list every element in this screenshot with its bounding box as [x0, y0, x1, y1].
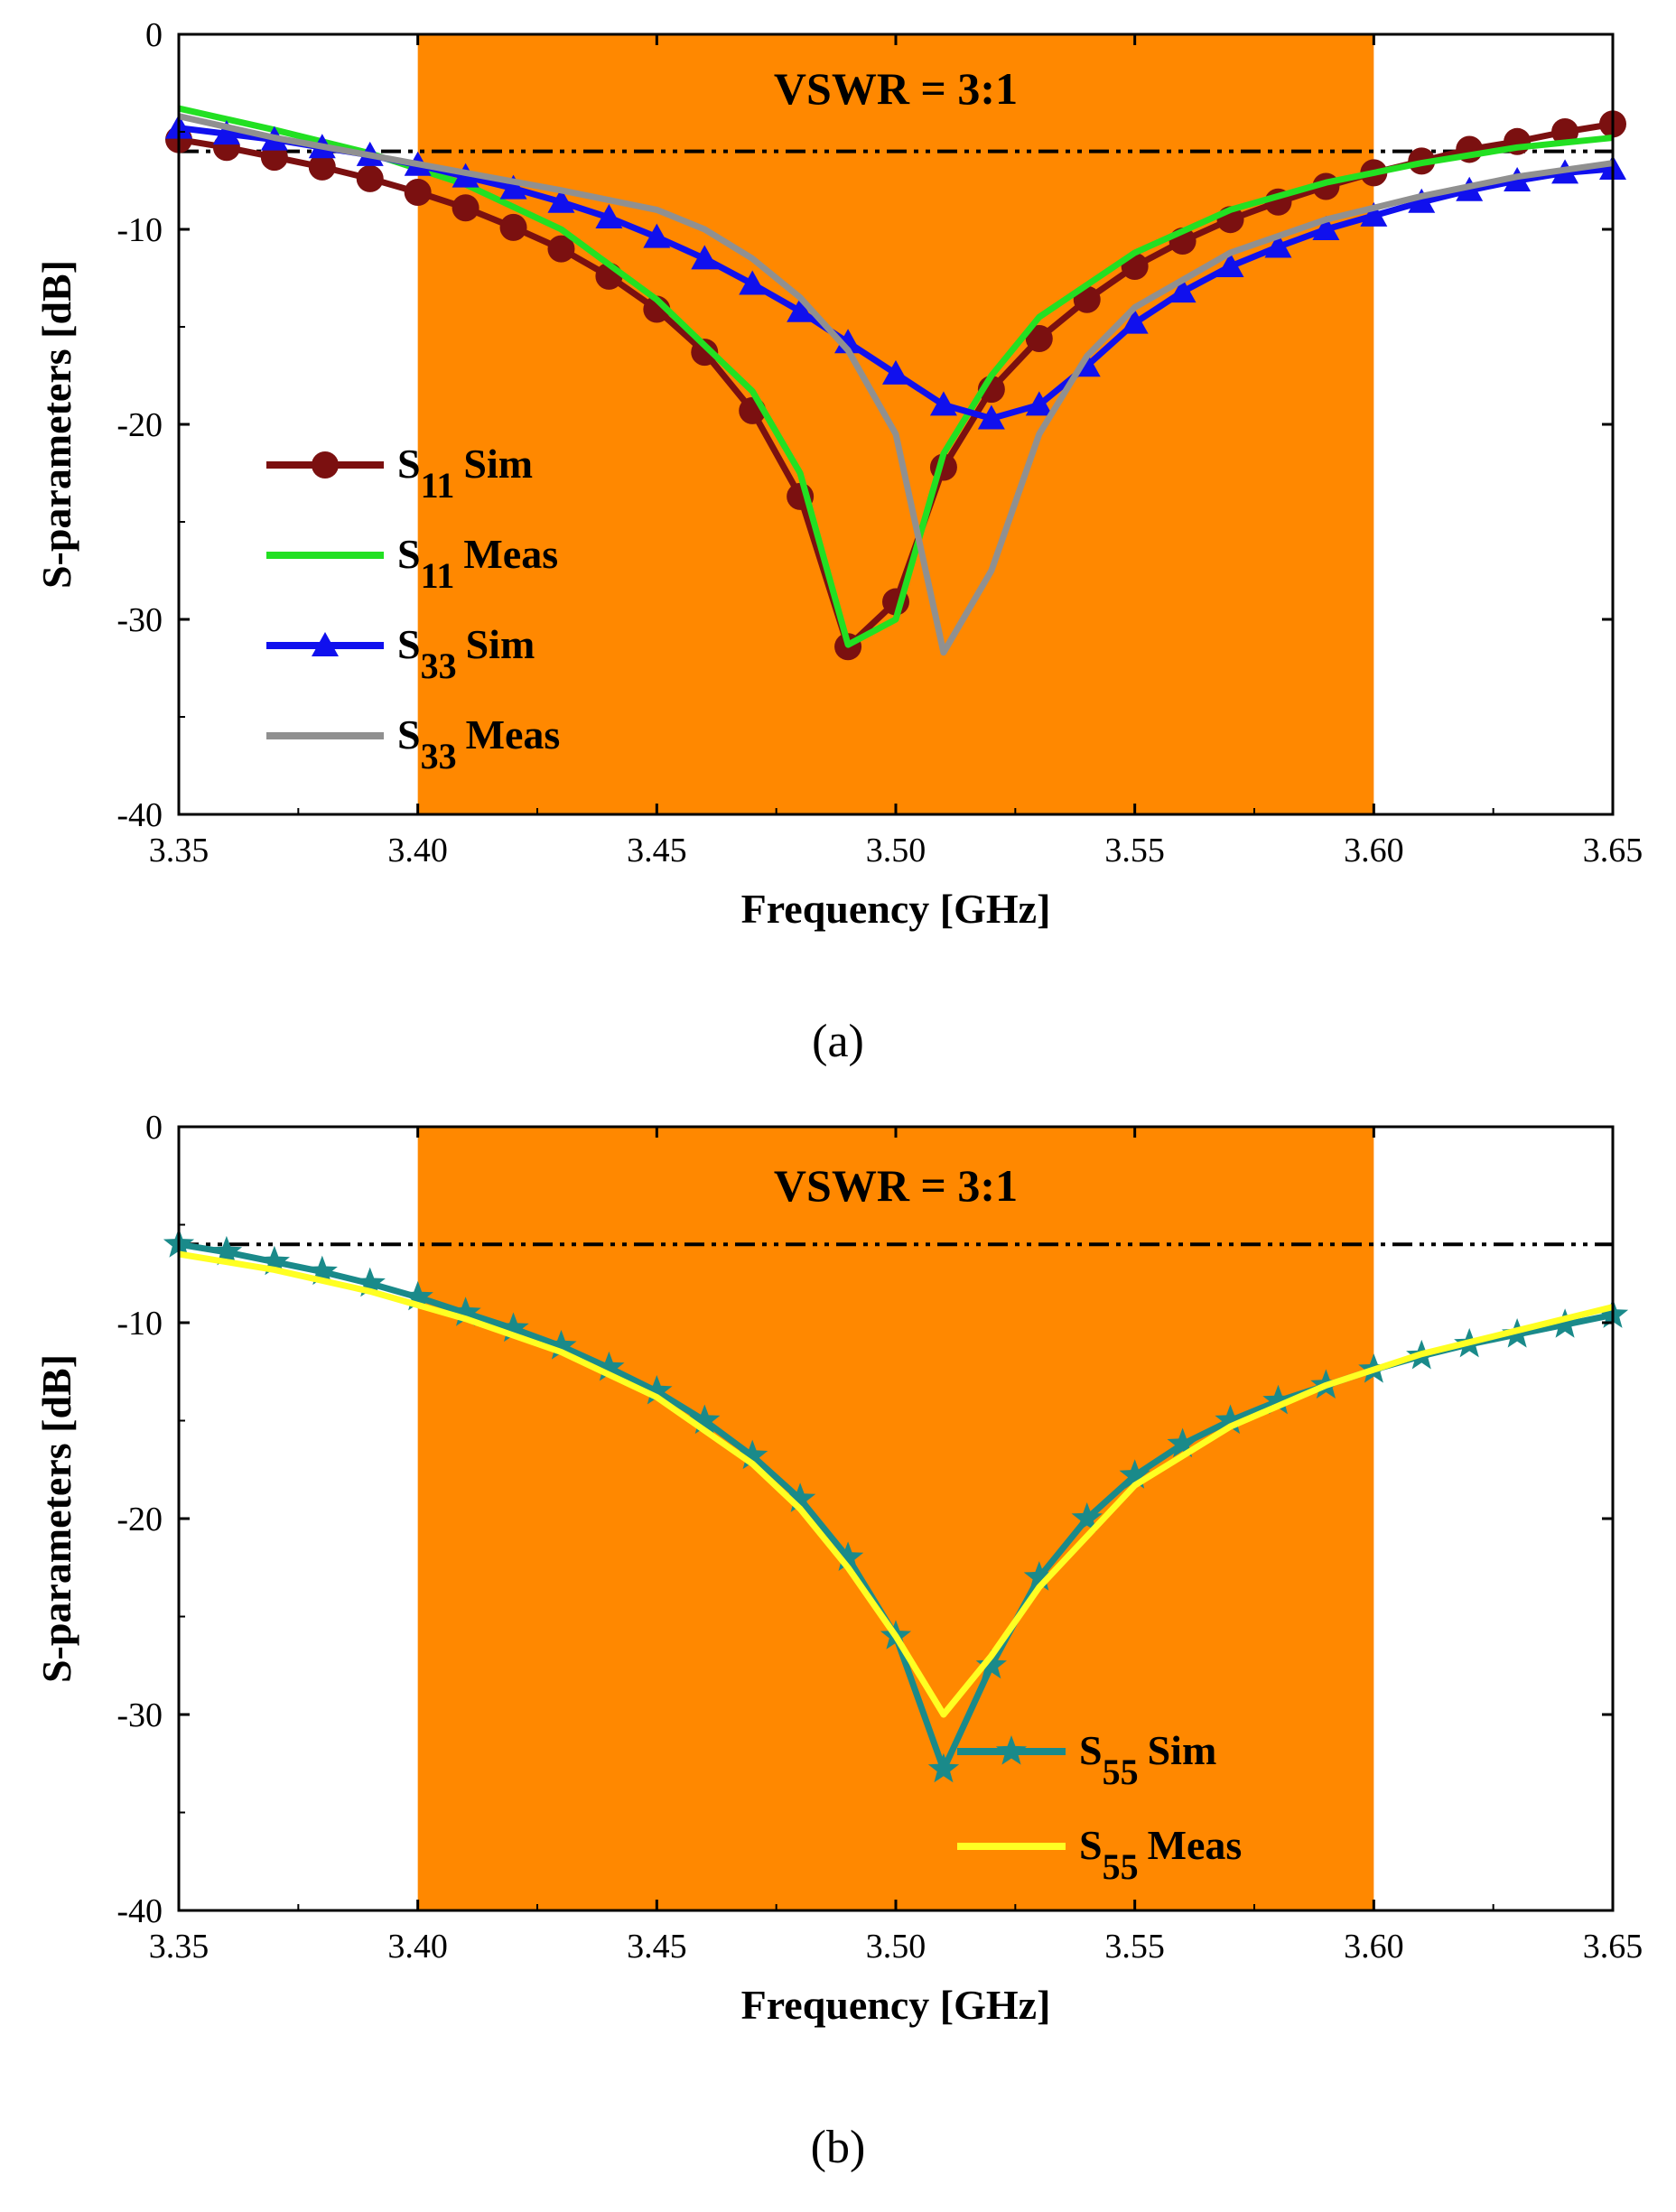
data-point-s55-sim	[402, 1280, 433, 1311]
data-point-s33-sim	[643, 223, 671, 248]
x-tick-label: 3.65	[1583, 832, 1643, 869]
y-tick-label: -10	[116, 211, 163, 249]
data-point-s33-sim	[1408, 188, 1436, 213]
y-tick-label: -20	[116, 406, 163, 444]
y-axis-label: S-parameters [dB]	[33, 260, 79, 589]
data-point-s33-sim	[595, 204, 623, 229]
data-point-s55-sim	[1071, 1502, 1103, 1532]
panel-label: (a)	[812, 1016, 864, 1067]
data-point-s33-sim	[691, 245, 719, 270]
data-point-s33-sim	[1264, 233, 1292, 258]
data-point-s11-sim	[499, 213, 527, 241]
x-tick-label: 3.65	[1583, 1928, 1643, 1966]
data-point-s11-sim	[308, 153, 336, 181]
data-point-s55-sim	[210, 1235, 243, 1266]
x-tick-label: 3.60	[1344, 1928, 1404, 1966]
data-point-s55-sim	[1215, 1404, 1246, 1435]
y-tick-label: 0	[145, 16, 163, 54]
vswr-label: VSWR = 3:1	[774, 1160, 1018, 1211]
legend-entry: S55 Sim	[1079, 1727, 1216, 1792]
data-point-s33-sim	[929, 391, 957, 416]
data-point-s55-sim	[785, 1482, 816, 1512]
x-tick-label: 3.50	[866, 832, 926, 869]
data-point-s55-sim	[1119, 1459, 1150, 1489]
chart-panel-b: VSWR = 3:1 3.35 3.40 3.45 3.50 3.55 3.60 3.65 0 -…	[33, 1109, 1643, 2173]
x-tick-label: 3.60	[1344, 832, 1404, 869]
data-point-s55-sim	[689, 1404, 721, 1435]
data-point-s55-sim	[927, 1752, 960, 1783]
data-point-s33-sim	[499, 174, 527, 200]
data-point-s11-sim	[1025, 324, 1053, 352]
x-tick-label: 3.35	[149, 832, 210, 869]
data-point-s55-sim	[354, 1267, 386, 1297]
data-point-s33-sim	[1121, 309, 1149, 334]
x-axis-label: Frequency [GHz]	[741, 1982, 1051, 2028]
series-line-s55-meas	[178, 1250, 1614, 1718]
data-point-s55-sim	[1023, 1561, 1055, 1591]
y-tick-label: -40	[116, 796, 163, 834]
data-point-s11-sim	[404, 178, 432, 206]
data-point-s33-sim	[1216, 253, 1244, 278]
chart-panel-a: VSWR = 3:1 3.35 3.40 3.45 3.50 3.55 3.60 3.65 0 -…	[33, 16, 1643, 1067]
data-point-s55-sim	[1549, 1308, 1581, 1338]
data-point-s11-sim	[452, 194, 480, 222]
data-point-s55-sim	[1167, 1427, 1198, 1458]
y-tick-label: -20	[116, 1501, 163, 1538]
frequency-band	[417, 34, 1374, 814]
data-point-s55-sim	[832, 1541, 864, 1571]
x-tick-label: 3.40	[387, 832, 448, 869]
data-point-s33-sim	[212, 120, 240, 145]
data-point-s55-sim	[593, 1351, 625, 1381]
x-tick-label: 3.55	[1104, 1928, 1165, 1966]
data-point-s55-sim	[450, 1297, 481, 1326]
data-point-s55-sim	[498, 1312, 529, 1343]
data-point-s33-sim	[882, 359, 909, 385]
x-tick-label: 3.40	[387, 1928, 448, 1966]
data-point-s11-sim	[547, 235, 575, 263]
data-point-s33-sim	[547, 188, 575, 213]
x-tick-label: 3.50	[866, 1928, 926, 1966]
data-point-s55-sim	[258, 1245, 290, 1276]
data-point-s11-sim	[1551, 118, 1579, 145]
data-point-s55-sim	[1262, 1384, 1294, 1415]
data-point-s55-sim	[641, 1375, 673, 1405]
x-tick-label: 3.45	[627, 832, 687, 869]
data-point-s55-sim	[975, 1649, 1007, 1679]
legend-marker	[312, 632, 339, 656]
data-point-s33-sim	[739, 270, 767, 295]
vswr-label: VSWR = 3:1	[774, 63, 1018, 114]
series-line-s33-meas	[178, 113, 1614, 656]
data-point-s33-sim	[1312, 216, 1340, 240]
legend-entry: S11 Sim	[397, 441, 533, 506]
legend-entry: S11 Meas	[397, 531, 558, 596]
data-point-s55-sim	[737, 1439, 768, 1470]
legend-entry: S55 Meas	[1079, 1822, 1242, 1887]
y-axis-label: S-parameters [dB]	[33, 1354, 79, 1683]
frequency-band	[417, 1127, 1374, 1910]
y-tick-label: -30	[116, 1696, 163, 1734]
data-point-s55-sim	[545, 1330, 577, 1360]
x-tick-label: 3.35	[149, 1928, 210, 1966]
y-tick-label: -40	[116, 1892, 163, 1930]
legend-marker	[312, 451, 339, 479]
data-point-s33-sim	[977, 404, 1005, 430]
legend-entry: S33 Meas	[397, 711, 560, 776]
data-point-s11-sim	[356, 164, 384, 192]
data-point-s33-sim	[1025, 391, 1053, 416]
data-point-s33-sim	[1169, 278, 1196, 303]
legend-entry: S33 Sim	[397, 621, 535, 686]
legend-marker	[995, 1735, 1028, 1765]
data-point-s33-sim	[787, 297, 815, 322]
data-point-s11-sim	[691, 339, 719, 367]
x-tick-label: 3.45	[627, 1928, 687, 1966]
data-point-s33-sim	[1360, 201, 1388, 227]
x-tick-label: 3.55	[1104, 832, 1165, 869]
y-tick-label: -10	[116, 1305, 163, 1343]
y-tick-label: 0	[145, 1109, 163, 1147]
data-point-s55-sim	[306, 1255, 338, 1286]
y-tick-label: -30	[116, 601, 163, 639]
panel-label: (b)	[811, 2122, 866, 2173]
x-axis-label: Frequency [GHz]	[741, 886, 1051, 932]
